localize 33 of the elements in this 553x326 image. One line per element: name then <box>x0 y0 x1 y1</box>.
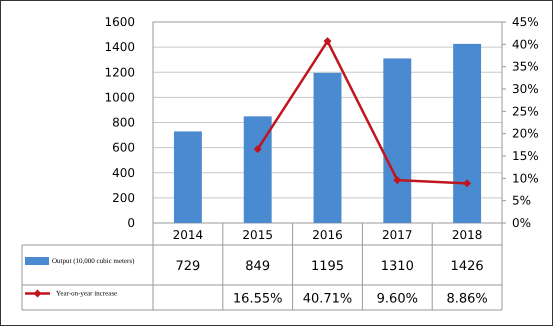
y2-tick-label: 25% <box>512 104 539 118</box>
y2-tick-label: 45% <box>512 15 539 29</box>
y-tick-label: 1600 <box>104 15 135 29</box>
x-tick-label: 2018 <box>452 228 482 242</box>
y2-tick-label: 20% <box>512 126 539 141</box>
data-label: 8.86% <box>446 292 488 306</box>
data-label: 1310 <box>380 259 414 274</box>
y-tick-label: 1000 <box>104 90 135 104</box>
x-tick-label: 2015 <box>242 228 273 242</box>
x-tick-label: 2016 <box>312 228 343 242</box>
data-label: 40.71% <box>302 292 352 306</box>
data-label: 16.55% <box>232 292 282 306</box>
y-tick-label: 1400 <box>104 40 135 54</box>
y-tick-label: 800 <box>112 116 135 130</box>
data-label: 1195 <box>310 259 344 274</box>
y2-tick-label: 40% <box>512 37 539 52</box>
data-label: 729 <box>175 259 200 274</box>
data-label: 9.60% <box>376 292 418 306</box>
y2-tick-label: 5% <box>512 194 532 208</box>
y-tick-label: 0 <box>127 216 135 230</box>
y2-tick-label: 0% <box>512 216 532 230</box>
y2-tick-label: 15% <box>512 149 539 163</box>
y2-tick-label: 30% <box>512 82 539 96</box>
data-label: 849 <box>245 259 270 274</box>
x-tick-label: 2017 <box>382 228 413 242</box>
y-tick-label: 1200 <box>104 65 135 80</box>
y2-tick-label: 10% <box>512 171 539 186</box>
y-tick-label: 400 <box>112 166 135 180</box>
y-tick-label: 200 <box>112 190 135 205</box>
y-tick-label: 600 <box>112 140 135 155</box>
y2-tick-label: 35% <box>512 60 539 74</box>
data-label: 1426 <box>450 259 484 274</box>
x-tick-label: 2014 <box>172 228 204 242</box>
